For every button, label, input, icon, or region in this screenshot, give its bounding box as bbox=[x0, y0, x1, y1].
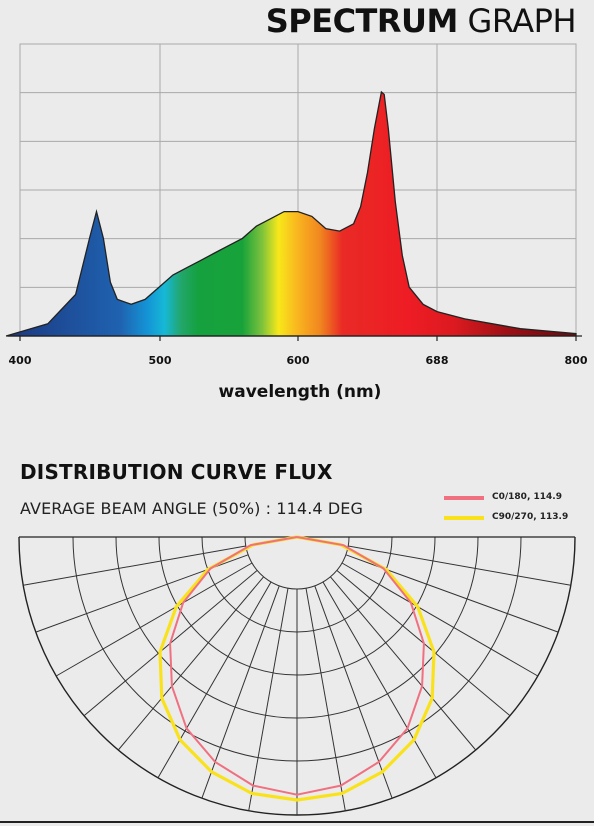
polar-series-c90 bbox=[158, 535, 436, 802]
polar-spoke bbox=[314, 585, 393, 799]
legend-label-c0: C0/180, 114.9 bbox=[492, 492, 562, 502]
spectrum-title: SPECTRUM GRAPH bbox=[265, 2, 577, 40]
polar-spoke bbox=[330, 576, 477, 751]
polar-grid bbox=[18, 536, 576, 816]
polar-spoke bbox=[117, 576, 264, 751]
spectrum-tick-labels: 400 500 600 688 800 bbox=[9, 336, 588, 367]
polar-spoke bbox=[322, 581, 437, 779]
legend-swatch-c0 bbox=[444, 496, 484, 500]
spectrum-chart: 400 500 600 688 800 wavelength (nm) bbox=[5, 43, 588, 402]
spectrum-title-light: GRAPH bbox=[467, 2, 577, 40]
polar-spoke bbox=[157, 581, 272, 779]
legend-swatch-c90 bbox=[444, 516, 484, 520]
polar-spoke bbox=[201, 585, 280, 799]
spectrum-tick-label: 600 bbox=[287, 354, 310, 367]
spectrum-curve bbox=[5, 90, 577, 337]
beam-angle-text: AVERAGE BEAM ANGLE (50%) : 114.4 DEG bbox=[20, 499, 363, 518]
spectrum-tick-label: 800 bbox=[565, 354, 588, 367]
polar-spoke bbox=[305, 588, 346, 811]
polar-spoke bbox=[55, 562, 253, 677]
spectrum-x-axis-label: wavelength (nm) bbox=[219, 382, 382, 402]
polar-series-c0 bbox=[169, 536, 425, 796]
polar-spoke bbox=[341, 562, 539, 677]
spectrum-tick-label: 500 bbox=[149, 354, 172, 367]
spectrum-title-bold: SPECTRUM bbox=[265, 2, 459, 40]
flux-title: DISTRIBUTION CURVE FLUX bbox=[20, 460, 333, 484]
legend-label-c90: C90/270, 113.9 bbox=[492, 512, 569, 522]
polar-spoke bbox=[23, 545, 246, 586]
spectrum-tick-label: 688 bbox=[426, 354, 449, 367]
spectrum-tick-label: 400 bbox=[9, 354, 32, 367]
polar-spoke bbox=[348, 545, 571, 586]
polar-spoke bbox=[248, 588, 289, 811]
